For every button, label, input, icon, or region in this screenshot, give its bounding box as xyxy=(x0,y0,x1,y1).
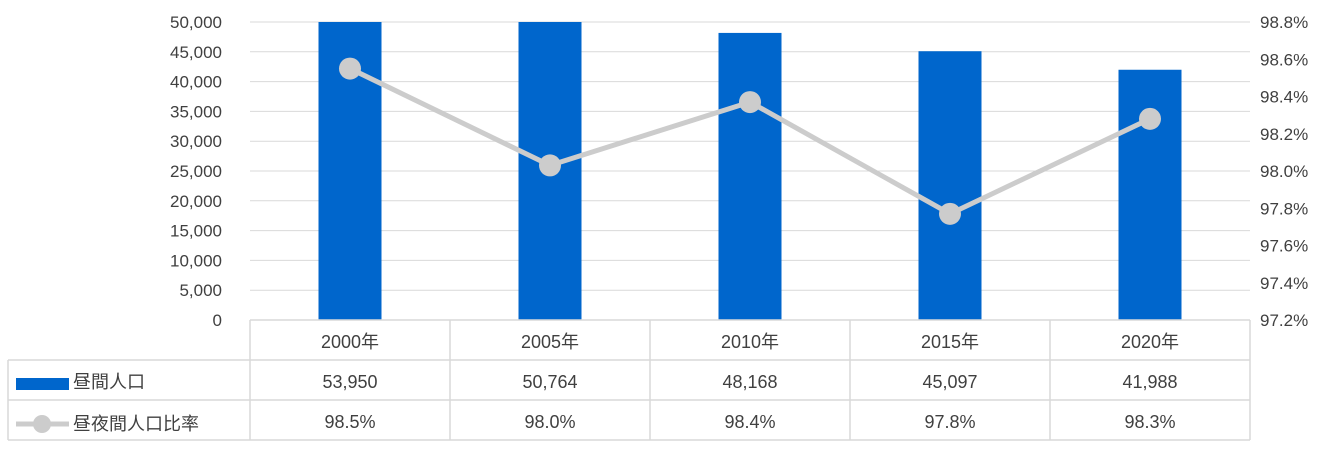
line-value-label: 98.3% xyxy=(1124,412,1175,432)
right-axis: 97.2% 97.4% 97.6% 97.8% 98.0% 98.2% 98.4% 98.6%… xyxy=(1260,13,1308,330)
bar-value-label: 41,988 xyxy=(1122,372,1177,392)
left-tick-label: 25,000 xyxy=(170,162,222,181)
legend-line-name: 昼夜間人口比率 xyxy=(73,414,199,434)
line-point xyxy=(939,202,961,225)
line-series xyxy=(339,57,1161,225)
left-tick-label: 15,000 xyxy=(170,222,222,241)
line-point xyxy=(339,57,361,80)
line-point xyxy=(539,154,561,177)
category-label: 2010年 xyxy=(721,332,779,352)
legend-bar-swatch xyxy=(16,378,69,390)
left-tick-label: 50,000 xyxy=(170,13,222,32)
line-value-label: 97.8% xyxy=(924,412,975,432)
left-tick-label: 20,000 xyxy=(170,192,222,211)
category-label: 2015年 xyxy=(921,332,979,352)
right-tick-label: 97.8% xyxy=(1260,199,1308,218)
bar-value-label: 45,097 xyxy=(922,372,977,392)
right-tick-label: 98.6% xyxy=(1260,50,1308,69)
line-value-label: 98.4% xyxy=(724,412,775,432)
left-tick-label: 45,000 xyxy=(170,43,222,62)
line-point xyxy=(739,91,761,114)
left-tick-label: 5,000 xyxy=(179,281,222,300)
bar-value-label: 50,764 xyxy=(522,372,577,392)
category-label: 2020年 xyxy=(1121,332,1179,352)
category-label: 2005年 xyxy=(521,332,579,352)
line-value-label: 98.0% xyxy=(524,412,575,432)
right-tick-label: 98.2% xyxy=(1260,125,1308,144)
legend-bar-name: 昼間人口 xyxy=(73,372,145,392)
data-table: 2000年 53,950 98.5% 2005年 50,764 98.0% 2010年 48,… xyxy=(7,319,1251,441)
left-axis: 0 5,000 10,000 15,000 20,000 25,000 30,000 35,0… xyxy=(170,13,222,330)
legend-line-marker xyxy=(33,415,51,433)
bar-value-label: 48,168 xyxy=(722,372,777,392)
bar xyxy=(718,32,782,320)
bar xyxy=(1118,69,1182,320)
line-value-label: 98.5% xyxy=(324,412,375,432)
left-tick-label: 0 xyxy=(213,311,222,330)
left-tick-label: 35,000 xyxy=(170,102,222,121)
left-tick-label: 40,000 xyxy=(170,73,222,92)
right-tick-label: 97.2% xyxy=(1260,311,1308,330)
right-tick-label: 98.4% xyxy=(1260,88,1308,107)
right-tick-label: 98.8% xyxy=(1260,13,1308,32)
right-tick-label: 98.0% xyxy=(1260,162,1308,181)
right-tick-label: 97.6% xyxy=(1260,237,1308,256)
category-label: 2000年 xyxy=(321,332,379,352)
right-tick-label: 97.4% xyxy=(1260,274,1308,293)
left-tick-label: 30,000 xyxy=(170,132,222,151)
left-tick-label: 10,000 xyxy=(170,251,222,270)
bar xyxy=(918,51,982,320)
bar-value-label: 53,950 xyxy=(322,372,377,392)
line-point xyxy=(1139,107,1161,130)
